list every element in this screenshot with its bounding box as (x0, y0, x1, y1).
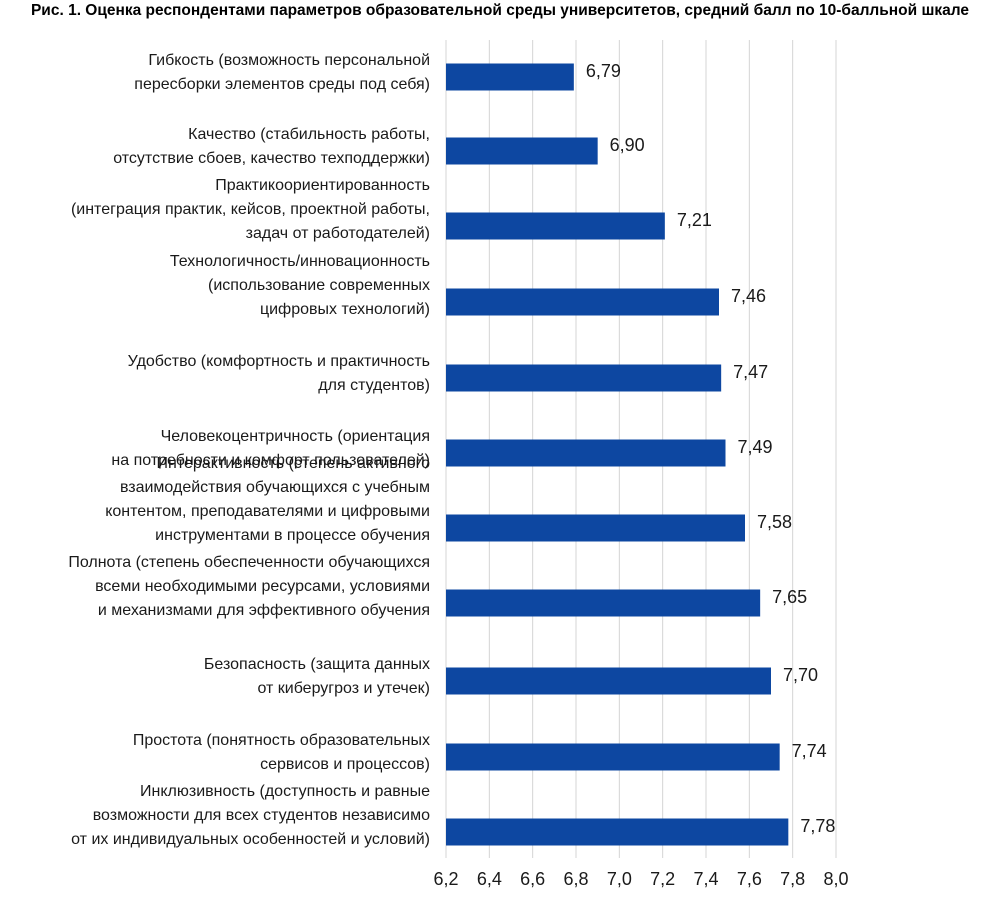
value-labels: 6,79 6,90 7,21 7,46 7,47 7,49 7,58 7,65 7,70 7,74… (586, 61, 836, 836)
data-label: 7,65 (772, 587, 807, 607)
x-tick-label: 7,8 (780, 869, 805, 889)
category-label: Полнота (степень обеспеченности обучающи… (68, 554, 430, 619)
bar (446, 137, 598, 165)
bar (446, 63, 574, 91)
x-tick-label: 6,2 (433, 869, 458, 889)
x-tick-label: 7,6 (737, 869, 762, 889)
category-label: Инклюзивность (доступность и равные возмо… (71, 783, 430, 848)
category-label: Человекоцентричность (ориентация на потре… (111, 428, 430, 469)
bar (446, 439, 726, 467)
bar (446, 364, 722, 392)
x-tick-label: 7,2 (650, 869, 675, 889)
x-tick-label: 6,8 (563, 869, 588, 889)
category-labels: Гибкость (возможность персональной пересб… (68, 52, 430, 848)
data-label: 6,79 (586, 61, 621, 81)
data-label: 7,49 (738, 437, 773, 457)
x-tick-label: 7,4 (693, 869, 718, 889)
x-tick-label: 6,4 (477, 869, 502, 889)
bars (446, 63, 789, 846)
category-label: Безопасность (защита данных от киберугроз… (204, 656, 430, 697)
bar (446, 743, 780, 771)
bar (446, 667, 771, 695)
bar (446, 288, 719, 316)
category-label: Интерактивность (степень активного взаимо… (105, 455, 430, 544)
chart-title: Рис. 1. Оценка респондентами параметров … (30, 2, 970, 19)
category-label: Удобство (комфортность и практичность для… (128, 353, 430, 394)
data-label: 6,90 (610, 135, 645, 155)
data-label: 7,47 (733, 362, 768, 382)
bar (446, 212, 665, 240)
data-label: 7,70 (783, 665, 818, 685)
data-label: 7,46 (731, 286, 766, 306)
category-label: Качество (стабильность работы, отсутствие… (113, 126, 430, 167)
bar (446, 818, 789, 846)
data-label: 7,74 (792, 741, 827, 761)
x-axis-ticks: 6,2 6,4 6,6 6,8 7,0 7,2 7,4 7,6 7,8 8,0 (433, 869, 848, 889)
bar (446, 514, 745, 542)
data-label: 7,58 (757, 512, 792, 532)
category-label: Простота (понятность образовательных серв… (133, 732, 430, 773)
category-label: Практикоориентированность (интеграция пра… (71, 177, 430, 242)
x-tick-label: 6,6 (520, 869, 545, 889)
data-label: 7,21 (677, 210, 712, 230)
category-label: Технологичность/инновационность (использо… (170, 253, 430, 318)
x-tick-label: 8,0 (823, 869, 848, 889)
bar (446, 589, 761, 617)
data-label: 7,78 (800, 816, 835, 836)
x-tick-label: 7,0 (607, 869, 632, 889)
category-label: Гибкость (возможность персональной пересб… (134, 52, 430, 93)
